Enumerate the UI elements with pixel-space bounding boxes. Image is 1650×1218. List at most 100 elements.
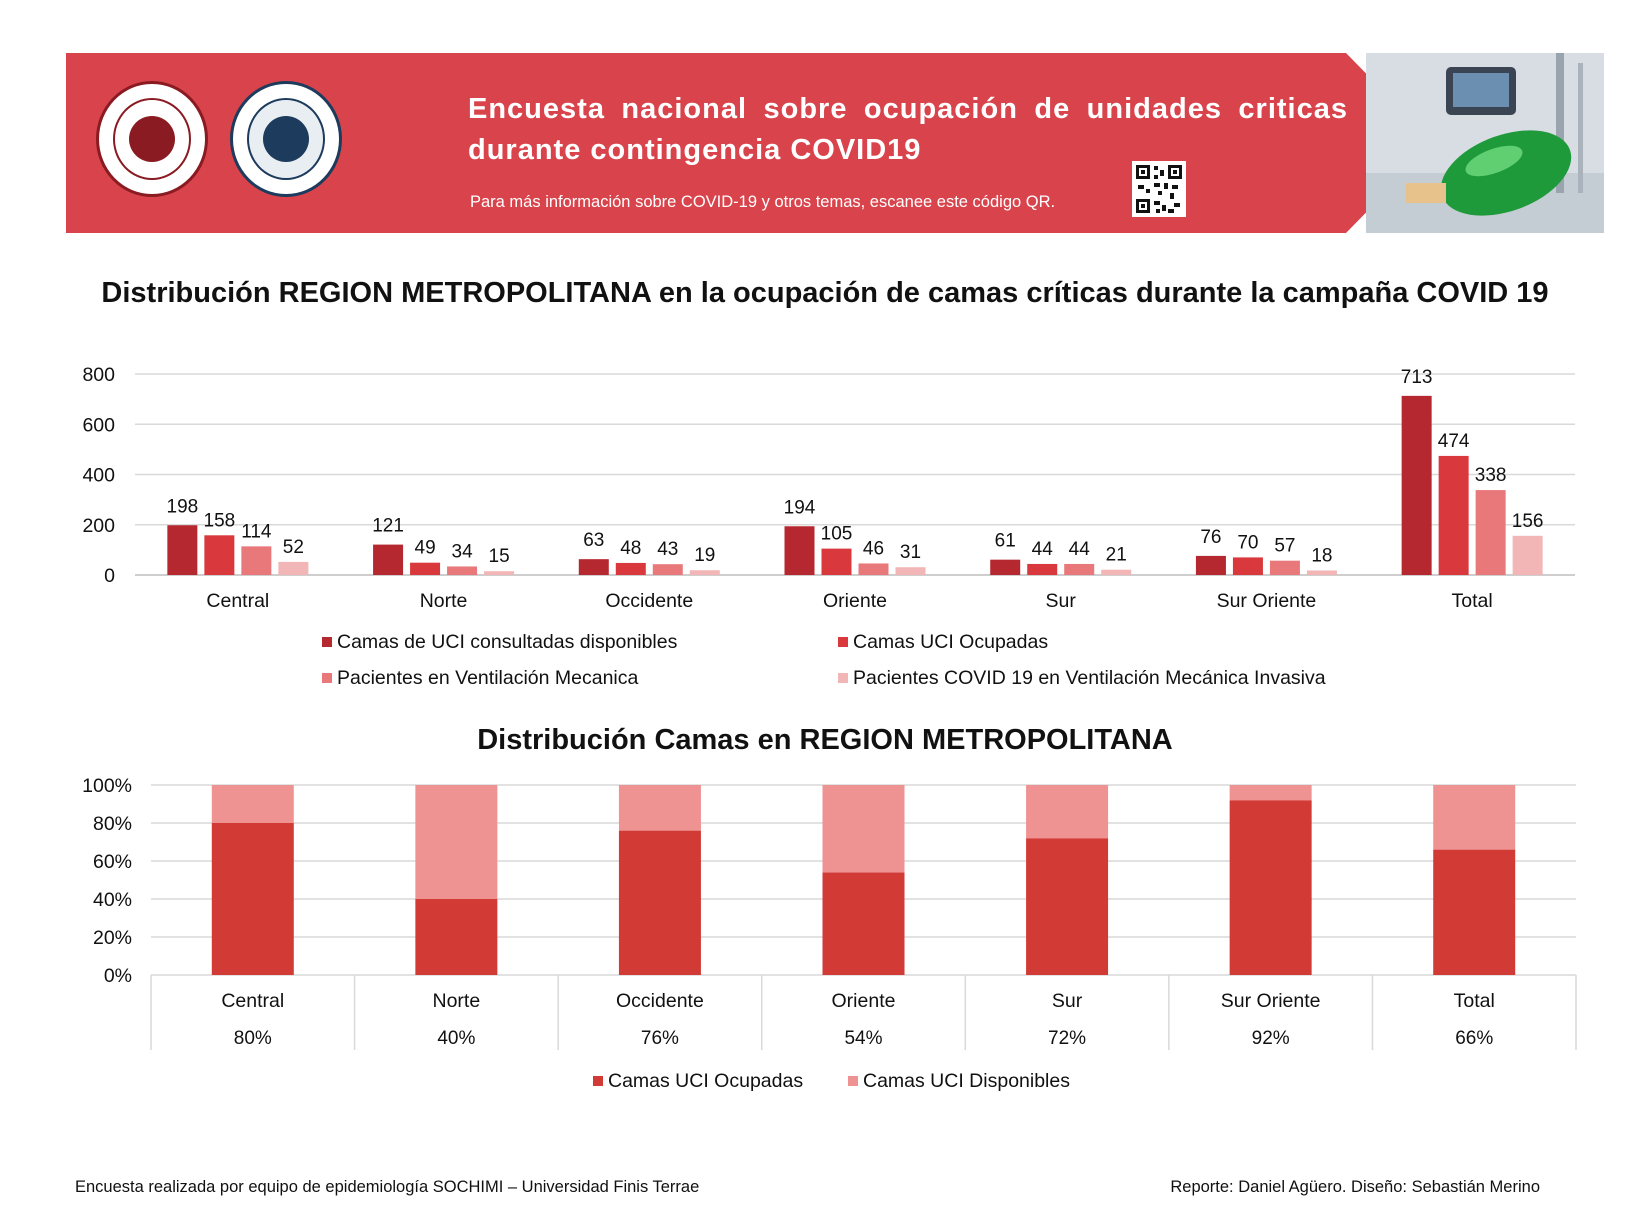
chart1-title: Distribución REGION METROPOLITANA en la … [101,277,1549,309]
bar [484,571,515,575]
x-tick-label: Norte [420,590,468,612]
bar [1064,563,1095,575]
legend-item-disponibles: Camas UCI Disponibles [848,1070,1070,1093]
x-tick-label: Central [206,590,269,612]
legend-label: Camas de UCI consultadas disponibles [337,631,678,653]
banner-subtitle: Para más información sobre COVID-19 y ot… [470,193,1056,211]
bar [821,548,852,575]
table-cell: 66% [1455,1028,1493,1049]
data-label: 156 [1512,511,1544,532]
data-label: 474 [1438,431,1470,452]
stacked-bar-segment [211,823,294,975]
bar [447,566,478,575]
legend-swatch [322,637,332,647]
qr-code-icon[interactable] [1132,161,1186,217]
data-label: 713 [1401,367,1433,388]
stacked-bar-segment [211,785,294,823]
stacked-bar-segment [1026,838,1109,975]
stacked-bar-segment [618,830,701,975]
legend-label: Camas UCI Ocupadas [853,631,1049,653]
legend-item-ocupadas: Camas UCI Ocupadas [593,1070,803,1093]
y-tick-label: 80% [93,813,132,835]
x-tick-label: Sur Oriente [1217,590,1317,612]
bar [1269,560,1300,575]
x-tick-label: Occidente [605,590,693,612]
legend-label: Camas UCI Disponibles [863,1070,1070,1092]
bar [895,567,926,575]
bar [689,570,720,575]
chart2-title: Distribución Camas en REGION METROPOLITA… [477,724,1173,756]
data-label: 70 [1237,532,1258,553]
data-label: 105 [821,524,853,545]
finis-terrae-logo [230,81,342,197]
x-tick-label: Oriente [832,990,896,1012]
bar [410,562,441,575]
data-label: 121 [372,516,404,537]
legend-swatch [322,673,332,683]
bar [578,559,609,575]
bar [1306,570,1337,575]
header-banner: Encuesta nacional sobre ocupación de uni… [66,53,1604,233]
data-label: 19 [694,545,715,566]
x-tick-label: Oriente [823,590,887,612]
banner-title: Encuesta nacional sobre ocupación de uni… [468,93,1348,166]
data-label: 48 [620,538,641,559]
bar [167,525,198,575]
data-label: 21 [1106,545,1127,566]
data-label: 76 [1200,527,1221,548]
data-label: 114 [241,521,272,542]
bar [278,561,309,575]
legend-swatch [593,1076,603,1086]
y-tick-label: 60% [93,851,132,873]
ventilator-photo [1366,53,1604,233]
data-label: 61 [995,531,1016,552]
bar [241,546,272,575]
data-label: 46 [863,538,884,559]
stacked-bar-segment [822,785,905,873]
x-tick-label: Occidente [616,990,704,1012]
x-tick-label: Total [1454,990,1495,1012]
data-label: 52 [283,537,304,558]
legend-item-occupied: Camas UCI Ocupadas [838,631,1048,654]
x-tick-label: Central [221,990,284,1012]
y-tick-label: 600 [82,414,115,436]
bar [1438,455,1469,575]
legend-label: Pacientes COVID 19 en Ventilación Mecáni… [853,667,1326,689]
bar [1195,555,1226,575]
y-tick-label: 40% [93,889,132,911]
y-tick-label: 400 [82,465,115,487]
footer-report: Reporte: Daniel Agüero. Diseño: Sebastiá… [1170,1178,1540,1196]
data-label: 31 [900,542,921,563]
y-tick-label: 100% [82,775,132,797]
y-tick-label: 0% [104,965,132,987]
y-tick-label: 800 [82,364,115,386]
bar [373,544,404,575]
stacked-bar-segment [822,872,905,975]
sochimi-logo [96,81,208,197]
bar [1512,535,1543,575]
data-label: 194 [784,497,816,518]
data-label: 44 [1032,539,1054,560]
bar [615,562,646,575]
bar [990,559,1021,575]
data-label: 57 [1274,536,1295,557]
legend-label: Camas UCI Ocupadas [608,1070,804,1092]
legend-swatch [848,1076,858,1086]
bar [1027,563,1058,575]
y-tick-label: 20% [93,927,132,949]
data-label: 18 [1311,545,1332,566]
bar [858,563,889,575]
legend-swatch [838,637,848,647]
legend-item-covid-ventilation: Pacientes COVID 19 en Ventilación Mecáni… [838,667,1326,690]
chart2-plot: 0% 20% 40% 60% 80% 100% Central 80% Norte 40% Occi… [82,775,1577,1050]
footer-credits: Encuesta realizada por equipo de epidemi… [75,1178,700,1196]
data-label: 44 [1069,539,1091,560]
legend-label: Pacientes en Ventilación Mecanica [337,667,639,689]
stacked-bar-segment [1026,785,1109,839]
data-label: 158 [204,510,236,531]
bar [652,564,683,575]
y-tick-label: 200 [82,515,115,537]
data-label: 34 [452,541,474,562]
bar [1101,569,1132,575]
table-cell: 76% [641,1028,679,1049]
